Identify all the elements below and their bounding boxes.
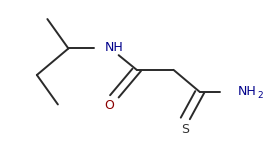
Text: NH: NH — [105, 41, 124, 54]
Text: 2: 2 — [257, 91, 263, 100]
Text: NH: NH — [238, 85, 257, 98]
Text: O: O — [104, 99, 114, 112]
Text: S: S — [181, 123, 189, 136]
